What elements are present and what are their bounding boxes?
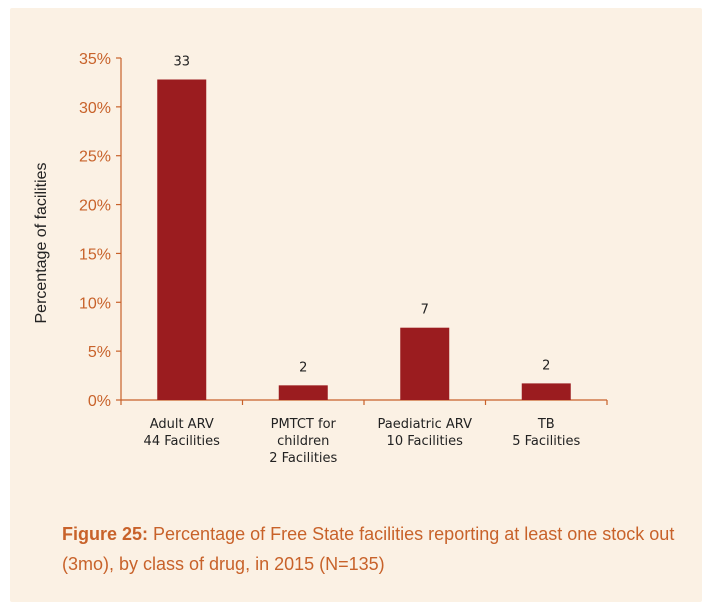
data-label: 2 bbox=[542, 358, 550, 373]
y-tick-label: 35% bbox=[79, 51, 111, 68]
caption-text: Percentage of Free State facilities repo… bbox=[62, 524, 675, 574]
data-label: 7 bbox=[421, 303, 429, 318]
x-tick-label: Adult ARV bbox=[150, 417, 214, 432]
y-axis-label: Percentage of facilities bbox=[33, 163, 50, 324]
axes: 0% 5% 10% 15% 20% 25% 30% 35% Adult ARV 44 Facili… bbox=[79, 51, 608, 466]
y-tick-label: 20% bbox=[79, 198, 111, 215]
y-tick-label: 0% bbox=[88, 393, 111, 410]
figure-caption: Figure 25: Percentage of Free State faci… bbox=[62, 519, 682, 579]
x-tick-label: children bbox=[277, 434, 329, 449]
data-label: 33 bbox=[173, 54, 190, 69]
caption-label: Figure 25: bbox=[62, 524, 149, 544]
bar-chart: Percentage of facilities 0%5%10%15%20%25… bbox=[33, 51, 608, 466]
bar bbox=[278, 385, 328, 400]
x-tick-label: 10 Facilities bbox=[387, 434, 464, 449]
x-tick-label: Paediatric ARV bbox=[378, 417, 473, 432]
y-tick-label: 5% bbox=[88, 344, 111, 361]
figure-panel bbox=[10, 8, 702, 602]
x-tick-label: PMTCT for bbox=[271, 417, 337, 432]
bar bbox=[400, 327, 450, 400]
x-tick-label: TB bbox=[537, 417, 555, 432]
bar bbox=[521, 383, 571, 400]
bar bbox=[157, 79, 207, 401]
y-tick-label: 25% bbox=[79, 149, 111, 166]
bars: 33 2 7 2 bbox=[157, 54, 571, 401]
y-tick-label: 30% bbox=[79, 100, 111, 117]
x-tick-label: 5 Facilities bbox=[512, 434, 580, 449]
y-tick-label: 15% bbox=[79, 246, 111, 263]
y-tick-label: 10% bbox=[79, 295, 111, 312]
data-label: 2 bbox=[299, 360, 307, 375]
x-tick-label: 2 Facilities bbox=[269, 451, 337, 466]
x-tick-label: 44 Facilities bbox=[144, 434, 221, 449]
